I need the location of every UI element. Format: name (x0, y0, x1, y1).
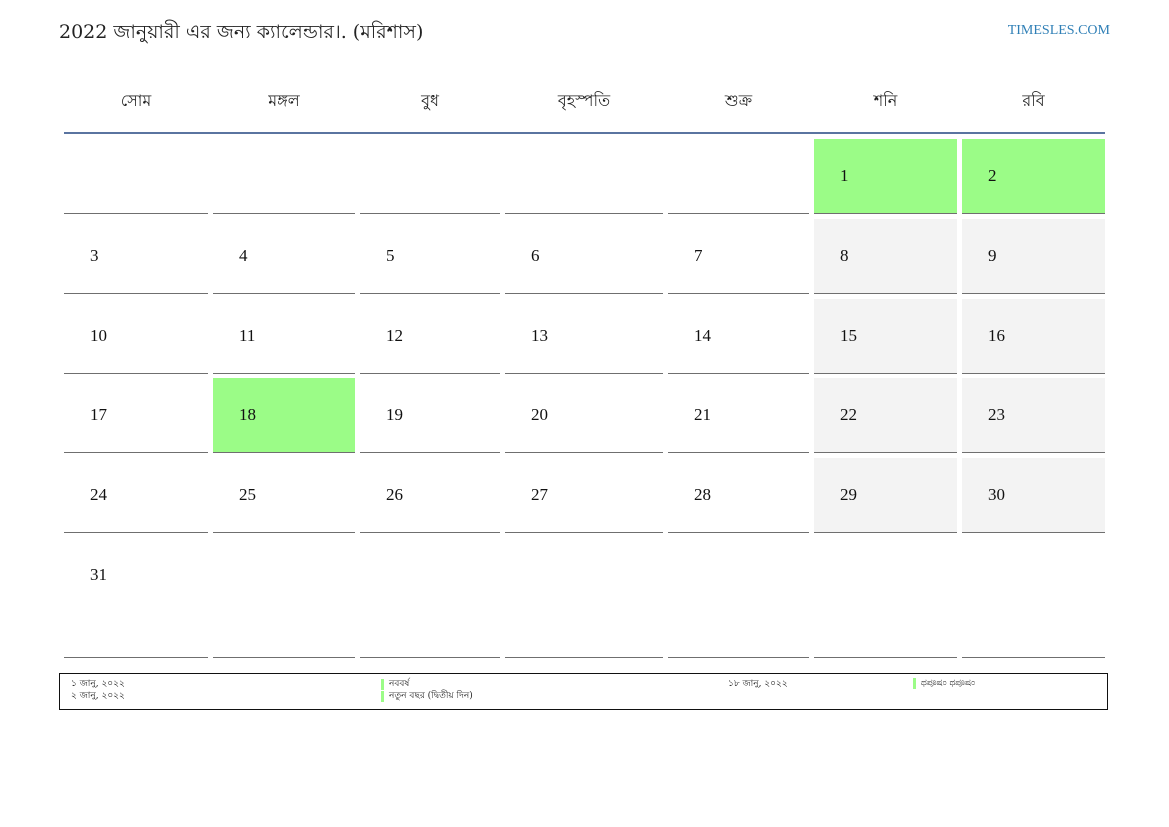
day-number: 24 (90, 485, 107, 504)
day-cell[interactable]: 12 (360, 299, 500, 374)
weekday-label: রবি (1022, 90, 1045, 110)
legend-date: ১৮ জানু, ২০২২ (728, 679, 788, 689)
day-cell[interactable]: 21 (668, 378, 809, 453)
day-cell[interactable]: 30 (962, 458, 1105, 533)
day-number: 22 (840, 405, 857, 424)
day-cell[interactable]: 11 (213, 299, 355, 374)
legend-date: ১ জানু, ২০২২ (71, 679, 125, 689)
day-number: 23 (988, 405, 1005, 424)
day-cell[interactable]: 14 (668, 299, 809, 374)
day-number: 15 (840, 326, 857, 345)
weekday-header: সোম মঙ্গল বুধ বৃহস্পতি শুক্র শনি রবি (64, 70, 1105, 134)
weekday-label: শুক্র (724, 90, 753, 110)
day-cell[interactable]: 17 (64, 378, 208, 453)
day-number: 17 (90, 405, 107, 424)
empty-day-cell (64, 139, 208, 214)
empty-day-cell (360, 538, 500, 658)
day-number: 2 (988, 166, 997, 185)
legend-date: ২ জানু, ২০২২ (71, 691, 125, 701)
legend-holiday-name: ಥಪೂಷಂ ಥಪೂಷಂ (921, 678, 976, 688)
day-number: 7 (694, 246, 703, 265)
day-cell[interactable]: 28 (668, 458, 809, 533)
empty-day-cell (668, 538, 809, 658)
day-number: 11 (239, 326, 256, 345)
day-cell[interactable]: 29 (814, 458, 957, 533)
day-cell[interactable]: 23 (962, 378, 1105, 453)
day-cell[interactable]: 20 (505, 378, 663, 453)
brand-link[interactable]: TIMESLES.COM (1007, 23, 1110, 38)
day-number: 10 (90, 326, 107, 345)
day-cell[interactable]: 8 (814, 219, 957, 294)
day-cell[interactable]: 18 (213, 378, 355, 453)
day-number: 3 (90, 246, 99, 265)
weekday-label: শনি (873, 90, 898, 110)
day-cell[interactable]: 10 (64, 299, 208, 374)
day-cell[interactable]: 22 (814, 378, 957, 453)
day-cell[interactable]: 1 (814, 139, 957, 214)
day-cell[interactable]: 2 (962, 139, 1105, 214)
day-cell[interactable]: 24 (64, 458, 208, 533)
day-cell[interactable]: 9 (962, 219, 1105, 294)
day-number: 4 (239, 246, 248, 265)
legend-holiday-name: নতুন বছর (দ্বিতীয় দিন) (389, 691, 473, 701)
day-cell[interactable]: 31 (64, 538, 208, 658)
day-number: 12 (386, 326, 403, 345)
day-number: 8 (840, 246, 849, 265)
legend-color-marker (381, 691, 384, 702)
weekday-label: মঙ্গল (268, 90, 300, 110)
legend-holiday-name: নববর্ষ (389, 679, 410, 689)
day-number: 19 (386, 405, 403, 424)
empty-day-cell (668, 139, 809, 214)
legend-color-marker (381, 679, 384, 690)
day-number: 13 (531, 326, 548, 345)
empty-day-cell (505, 139, 663, 214)
weekday-label: বুধ (421, 90, 439, 110)
day-number: 6 (531, 246, 540, 265)
day-number: 9 (988, 246, 997, 265)
day-number: 20 (531, 405, 548, 424)
day-cell[interactable]: 7 (668, 219, 809, 294)
day-number: 31 (90, 565, 107, 584)
day-number: 27 (531, 485, 548, 504)
empty-day-cell (814, 538, 957, 658)
day-number: 26 (386, 485, 403, 504)
day-cell[interactable]: 3 (64, 219, 208, 294)
empty-day-cell (360, 139, 500, 214)
empty-day-cell (213, 538, 355, 658)
legend-color-marker (913, 678, 916, 689)
day-cell[interactable]: 27 (505, 458, 663, 533)
empty-day-cell (213, 139, 355, 214)
day-number: 5 (386, 246, 395, 265)
day-cell[interactable]: 26 (360, 458, 500, 533)
day-number: 25 (239, 485, 256, 504)
day-cell[interactable]: 5 (360, 219, 500, 294)
day-cell[interactable]: 15 (814, 299, 957, 374)
page-title: 2022 জানুয়ারী এর জন্য ক্যালেন্ডার।. (মর… (59, 21, 424, 43)
day-number: 16 (988, 326, 1005, 345)
day-cell[interactable]: 4 (213, 219, 355, 294)
day-number: 21 (694, 405, 711, 424)
day-number: 1 (840, 166, 849, 185)
day-cell[interactable]: 16 (962, 299, 1105, 374)
day-number: 30 (988, 485, 1005, 504)
day-cell[interactable]: 25 (213, 458, 355, 533)
day-cell[interactable]: 6 (505, 219, 663, 294)
day-number: 29 (840, 485, 857, 504)
day-cell[interactable]: 19 (360, 378, 500, 453)
weekday-label: বৃহস্পতি (557, 90, 611, 110)
empty-day-cell (505, 538, 663, 658)
weekday-label: সোম (120, 90, 152, 110)
day-cell[interactable]: 13 (505, 299, 663, 374)
day-number: 18 (239, 405, 256, 424)
day-number: 28 (694, 485, 711, 504)
day-number: 14 (694, 326, 711, 345)
empty-day-cell (962, 538, 1105, 658)
holiday-legend: ১ জানু, ২০২২ ২ জানু, ২০২২ নববর্ষ নতুন বছ… (59, 673, 1108, 710)
